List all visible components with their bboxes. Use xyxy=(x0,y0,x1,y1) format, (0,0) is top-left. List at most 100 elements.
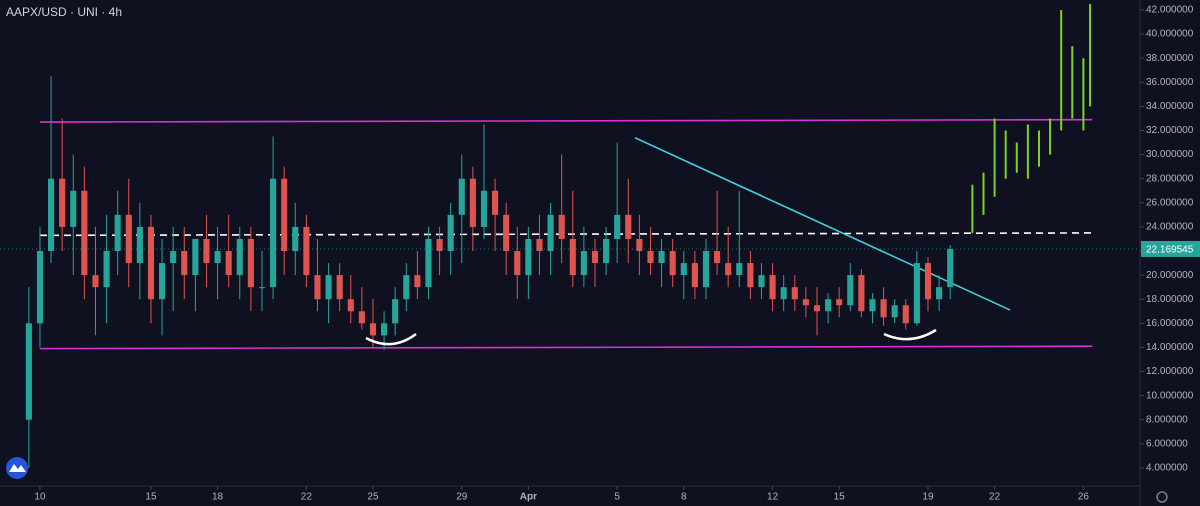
candle-body xyxy=(847,275,854,306)
candle-body xyxy=(880,299,887,318)
candle-body xyxy=(647,251,654,264)
candle-body xyxy=(747,263,754,288)
y-tick-label: 30.000000 xyxy=(1146,149,1194,160)
candle-body xyxy=(414,275,421,288)
candle-body xyxy=(769,275,776,300)
smile-annotation xyxy=(883,328,937,341)
y-tick-label: 38.000000 xyxy=(1146,53,1194,64)
candle-body xyxy=(136,226,143,264)
y-tick-label: 18.000000 xyxy=(1146,294,1194,305)
candle-body xyxy=(336,275,343,300)
y-tick-label: 6.000000 xyxy=(1146,438,1188,449)
x-tick-label: 8 xyxy=(681,492,687,503)
plot-area xyxy=(0,3,1140,468)
candle-body xyxy=(70,190,77,227)
candle-body xyxy=(614,214,621,239)
candle-body xyxy=(503,214,510,252)
candle-body xyxy=(436,238,443,252)
logo-mark xyxy=(9,464,26,472)
settings-icon[interactable] xyxy=(1156,491,1168,503)
candle-body xyxy=(469,178,476,227)
trend-line xyxy=(39,232,1093,237)
x-tick-label: 18 xyxy=(212,492,224,503)
y-tick-label: 20.000000 xyxy=(1146,270,1194,281)
candle-body xyxy=(625,214,632,239)
x-tick-label: 12 xyxy=(767,492,779,503)
candle-body xyxy=(480,190,488,227)
candle-body xyxy=(103,251,110,288)
chart-title: AAPX/USD · UNI · 4h xyxy=(6,5,122,19)
candle-body xyxy=(813,305,821,312)
candle-body xyxy=(258,287,266,289)
y-tick-label: 10.000000 xyxy=(1146,390,1194,401)
candle-body xyxy=(658,251,665,264)
candle-body xyxy=(714,251,721,264)
y-tick-label: 32.000000 xyxy=(1146,125,1194,136)
candle-body xyxy=(458,178,465,215)
candle-body xyxy=(547,214,554,252)
candle-body xyxy=(247,238,254,288)
last-price-label: 22.169545 xyxy=(1146,245,1194,256)
candle-body xyxy=(947,248,954,288)
candle-body xyxy=(492,190,499,215)
candle-body xyxy=(236,238,243,276)
x-tick-label: 25 xyxy=(367,492,379,503)
candle-body xyxy=(791,287,798,300)
candle-body xyxy=(325,275,332,300)
candle-body xyxy=(569,238,576,276)
y-tick-label: 4.000000 xyxy=(1146,463,1188,474)
candle-body xyxy=(702,251,710,288)
candle-body xyxy=(347,299,354,312)
candle-body xyxy=(281,178,288,252)
candle-body xyxy=(214,251,221,264)
candle-body xyxy=(680,263,687,276)
candle-body xyxy=(425,238,432,288)
candle-body xyxy=(836,299,843,306)
candle-body xyxy=(92,275,99,288)
candle-body xyxy=(924,263,932,300)
candle-body xyxy=(936,287,943,300)
candle-body xyxy=(369,323,377,336)
last-price-box xyxy=(1141,240,1200,257)
y-tick-label: 12.000000 xyxy=(1146,366,1194,377)
y-tick-label: 26.000000 xyxy=(1146,197,1194,208)
candle-body xyxy=(858,275,865,312)
y-tick-label: 40.000000 xyxy=(1146,29,1194,40)
candle-body xyxy=(869,299,876,312)
candle-body xyxy=(736,263,743,276)
candle-body xyxy=(758,275,765,288)
x-tick-label: 10 xyxy=(34,492,46,503)
candle-body xyxy=(403,275,410,300)
candle-body xyxy=(59,178,66,227)
candle-body xyxy=(203,238,210,264)
candle-body xyxy=(358,311,365,324)
candle-body xyxy=(25,323,32,420)
candle-body xyxy=(181,251,188,276)
candle-body xyxy=(159,263,166,300)
trend-line xyxy=(39,345,1093,350)
y-tick-label: 14.000000 xyxy=(1146,342,1194,353)
candle-body xyxy=(170,251,177,264)
candle-body xyxy=(48,178,55,252)
candle-body xyxy=(114,214,121,252)
x-tick-label: 15 xyxy=(145,492,157,503)
y-tick-label: 36.000000 xyxy=(1146,77,1194,88)
y-tick-label: 24.000000 xyxy=(1146,222,1194,233)
smile-annotation xyxy=(365,332,417,346)
candle-body xyxy=(558,214,565,239)
candle-body xyxy=(303,226,310,276)
x-tick-label: 29 xyxy=(456,492,468,503)
x-tick-label: 15 xyxy=(834,492,846,503)
x-tick-label: Apr xyxy=(520,492,537,503)
candle-body xyxy=(192,238,199,276)
candle-body xyxy=(902,305,909,324)
candle-body xyxy=(392,299,399,324)
candle-body xyxy=(669,251,676,276)
candle-body xyxy=(591,251,599,264)
y-tick-label: 28.000000 xyxy=(1146,173,1194,184)
y-tick-label: 42.000000 xyxy=(1146,5,1194,16)
candle-body xyxy=(125,214,132,264)
candle-body xyxy=(81,190,88,276)
candle-body xyxy=(447,214,454,252)
